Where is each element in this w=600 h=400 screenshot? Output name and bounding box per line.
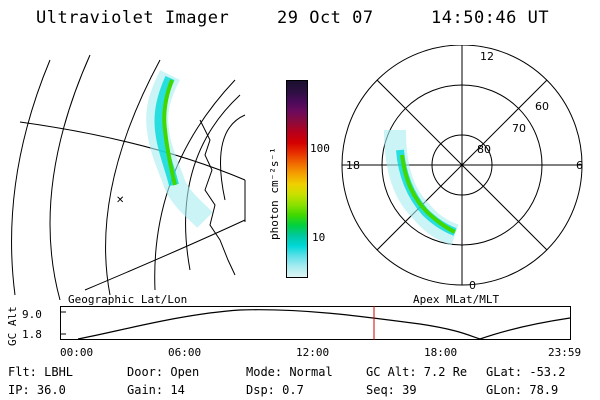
info-door: Door: Open: [127, 365, 200, 379]
info-dsp: Dsp: 0.7: [246, 383, 304, 397]
altitude-plot-frame: [60, 306, 571, 340]
altitude-curve: [77, 309, 571, 340]
mlt-label-bottom: 0: [469, 279, 476, 290]
colorbar-unit-label: photon cm⁻²s⁻¹: [268, 147, 281, 240]
info-ip: IP: 36.0: [8, 383, 66, 397]
map-meridian-line: [11, 59, 51, 296]
lat-label-60: 60: [535, 100, 549, 113]
map-parallel-line: [84, 219, 246, 291]
mlt-label-left: 18: [346, 159, 360, 172]
lat-label-80: 80: [477, 143, 491, 156]
xtick-0000: 00:00: [60, 346, 94, 359]
info-gain: Gain: 14: [127, 383, 185, 397]
map-meridian-line: [185, 94, 241, 271]
mlt-label-right: 6: [576, 159, 583, 172]
info-glat: GLat: -53.2: [486, 365, 566, 379]
geographic-map: ✕: [11, 54, 246, 300]
time-label: 14:50:46 UT: [431, 8, 550, 28]
instrument-title: Ultraviolet Imager: [36, 8, 230, 28]
polar-plot: 12 0 18 6 60 70 80: [341, 45, 583, 290]
aurora-emission-left: [146, 70, 213, 228]
map-meridian-line: [49, 54, 91, 300]
altitude-ytick-min: 1.8: [22, 328, 42, 341]
info-flt: Flt: LBHL: [8, 365, 74, 379]
polar-diag: [376, 79, 548, 251]
altitude-ylabel: GC Alt: [6, 306, 19, 346]
info-gc-alt: GC Alt: 7.2 Re: [366, 365, 468, 379]
info-seq: Seq: 39: [366, 383, 417, 397]
right-map-label: Apex MLat/MLT: [413, 293, 500, 306]
map-parallel-line: [19, 121, 246, 181]
map-meridian-line: [105, 59, 161, 296]
mlt-label-top: 12: [480, 50, 494, 63]
xtick-2359: 23:59: [548, 346, 582, 359]
map-meridian-line: [220, 114, 246, 201]
altitude-ytick-max: 9.0: [22, 308, 42, 321]
xtick-1200: 12:00: [296, 346, 330, 359]
lat-label-70: 70: [512, 122, 526, 135]
xtick-1800: 18:00: [424, 346, 458, 359]
map-marker-x: ✕: [116, 195, 124, 206]
xtick-0600: 06:00: [168, 346, 202, 359]
date-label: 29 Oct 07: [277, 8, 374, 28]
aurora-emission-right: [384, 129, 459, 246]
altitude-plot: [60, 306, 571, 340]
info-glon: GLon: 78.9: [486, 383, 559, 397]
colorbar-tick-10: 10: [312, 231, 326, 244]
coastline: [199, 119, 236, 276]
colorbar-tick-100: 100: [310, 142, 330, 155]
info-mode: Mode: Normal: [246, 365, 333, 379]
left-map-label: Geographic Lat/Lon: [68, 293, 188, 306]
color-bar: [286, 80, 308, 278]
